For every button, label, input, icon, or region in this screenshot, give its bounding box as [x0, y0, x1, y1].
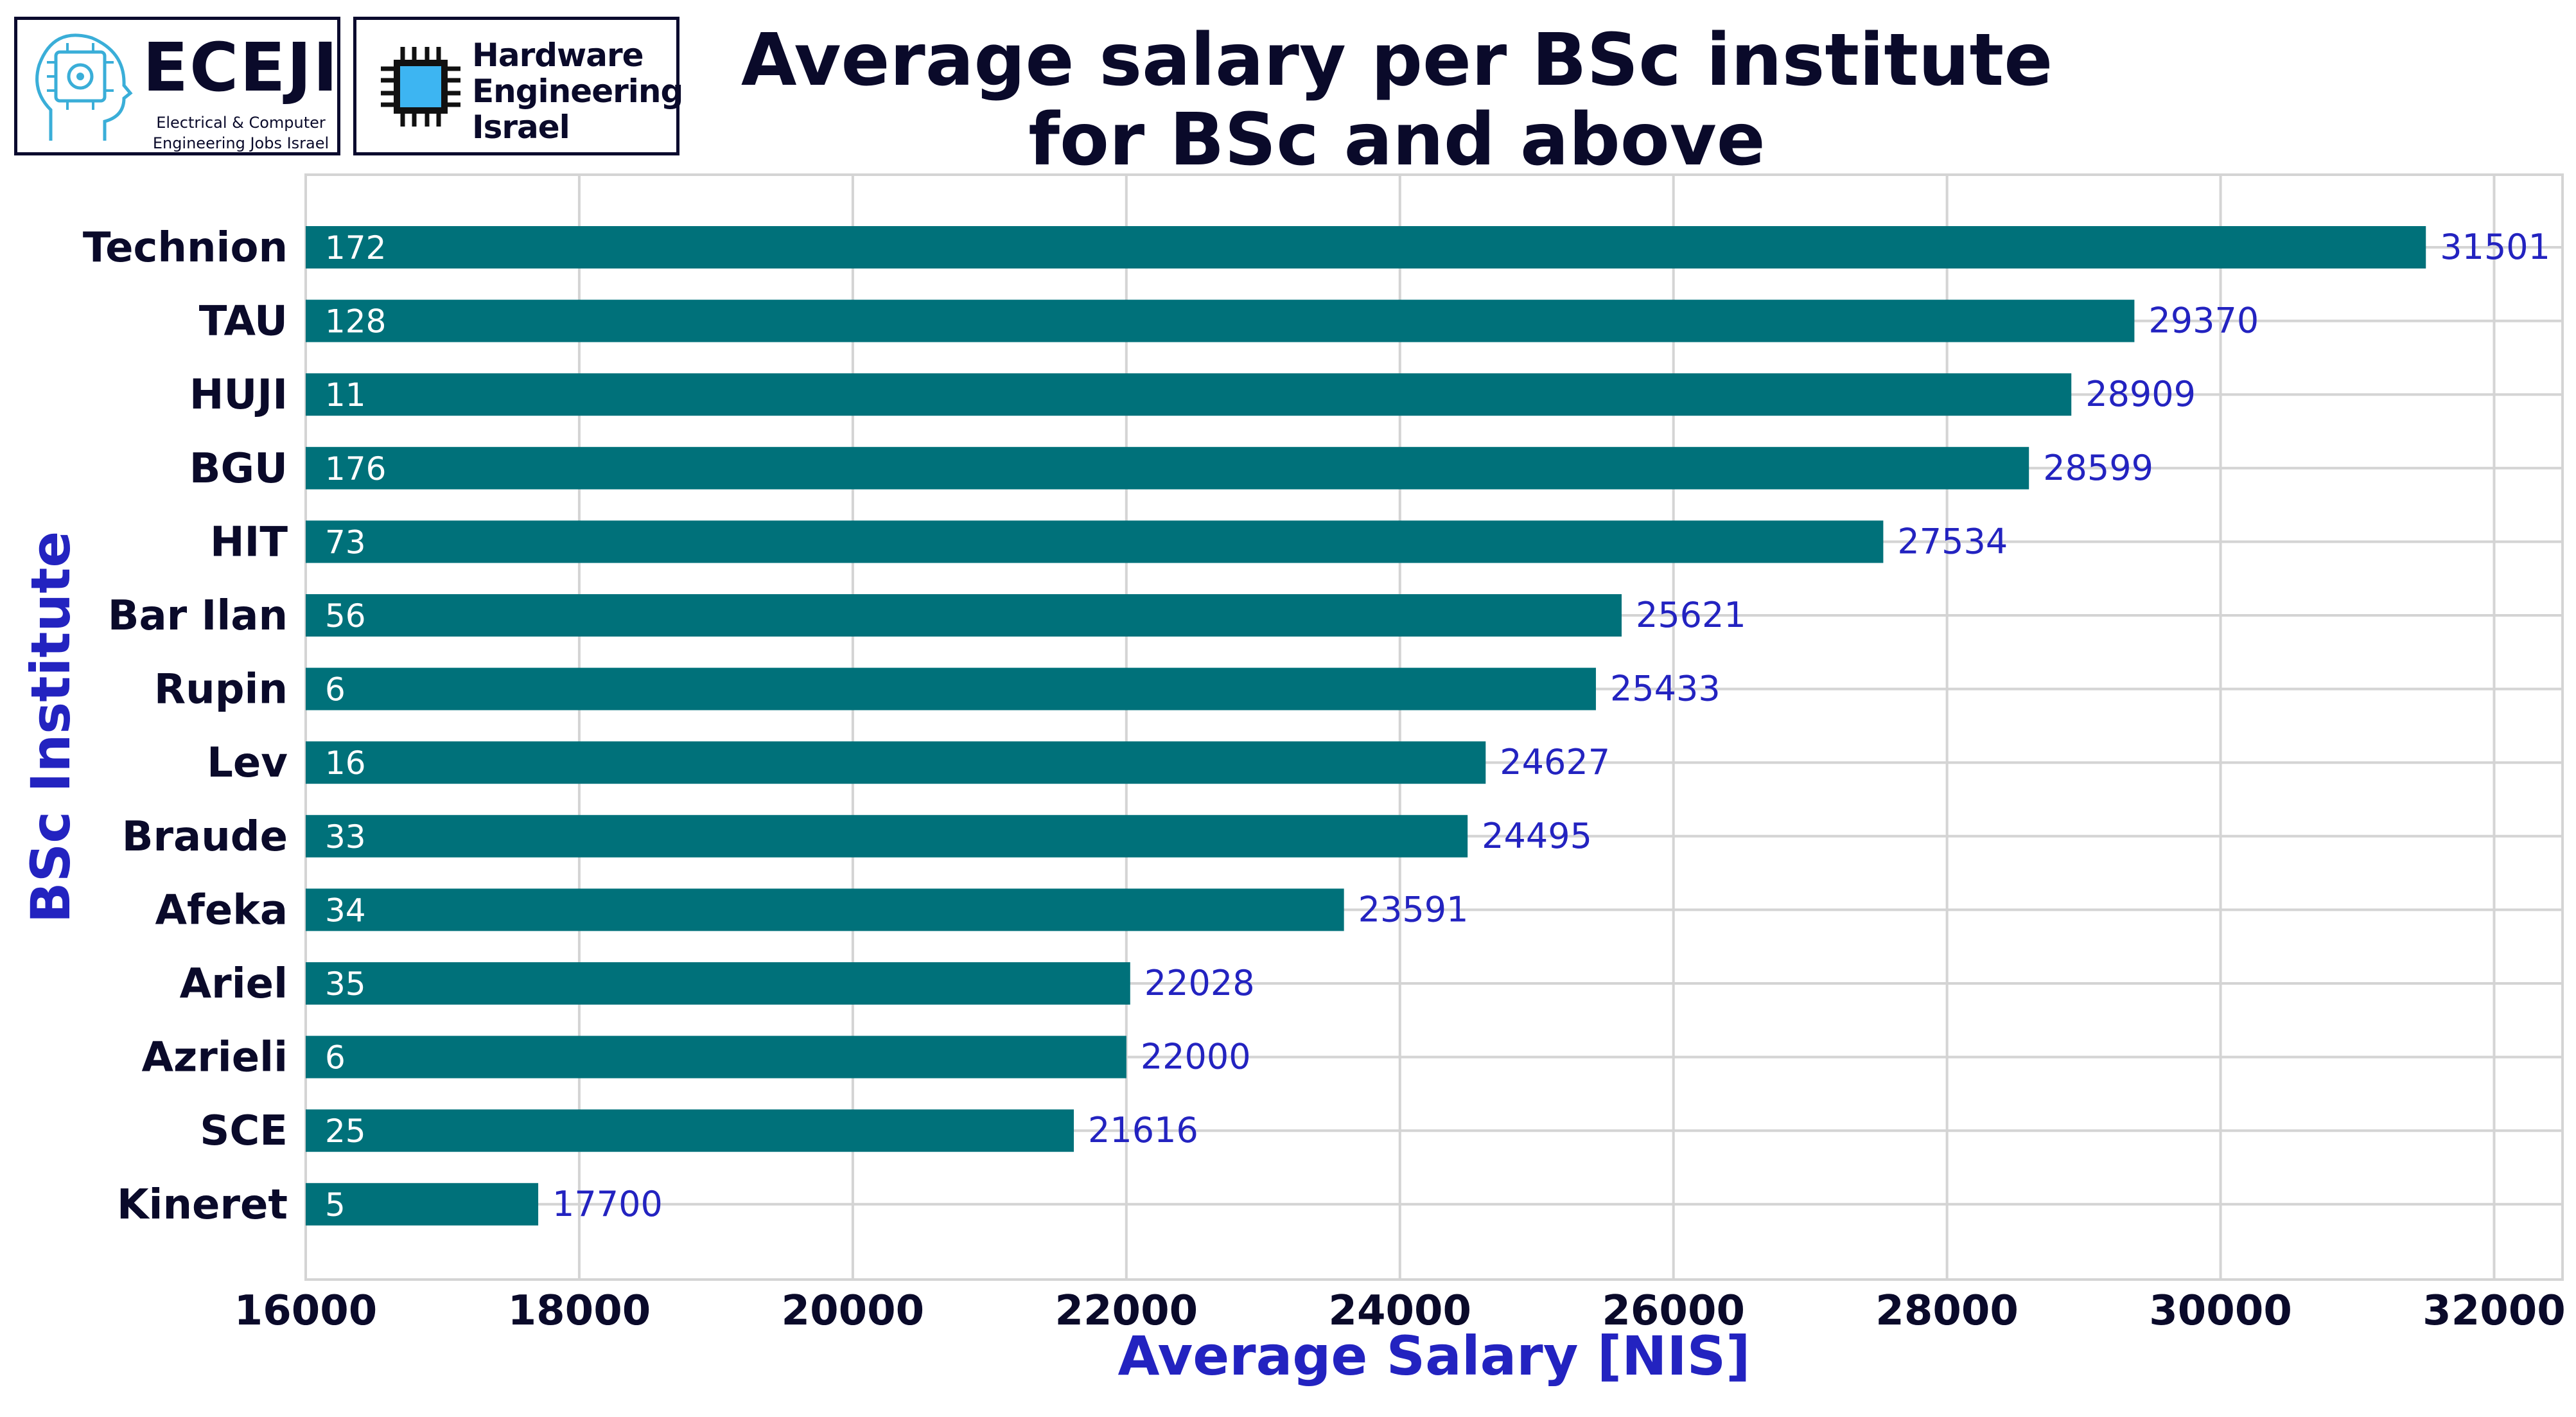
labels: 16000 18000 20000 22000 24000 26000 28000 30000… [83, 224, 2566, 1335]
hardware-engineering-logo: Hardware Engineering Israel [353, 17, 683, 155]
value-label: 24495 [1482, 816, 1592, 856]
eceji-logo-subtitle-1: Electrical & Computer [156, 114, 326, 132]
x-tick-label: 22000 [1055, 1287, 1198, 1335]
value-label: 25621 [1636, 595, 1746, 635]
x-tick-label: 30000 [2149, 1287, 2292, 1335]
x-tick-label: 28000 [1875, 1287, 2019, 1335]
count-label: 128 [325, 303, 386, 340]
value-label: 22028 [1144, 963, 1255, 1003]
head-circuit-icon [35, 33, 133, 141]
value-label: 17700 [552, 1184, 663, 1224]
value-label: 22000 [1141, 1037, 1251, 1077]
count-label: 172 [325, 229, 386, 267]
bar [306, 741, 1486, 784]
chart-title-line-2: for BSc and above [1028, 98, 1766, 182]
bar [306, 594, 1622, 637]
x-axis-label: Average Salary [NIS] [1117, 1325, 1750, 1387]
count-label: 73 [325, 524, 366, 561]
count-label: 6 [325, 671, 346, 708]
x-tick-label: 16000 [234, 1287, 378, 1335]
x-tick-label: 32000 [2423, 1287, 2566, 1335]
x-tick-label: 24000 [1328, 1287, 1471, 1335]
y-tick-label: HUJI [189, 371, 288, 419]
hardware-logo-line-2: Engineering [472, 73, 683, 110]
count-label: 35 [325, 965, 366, 1003]
bar [306, 1109, 1074, 1152]
bar [306, 962, 1130, 1005]
y-tick-label: Kineret [117, 1181, 288, 1229]
count-label: 56 [325, 597, 366, 635]
bar [306, 1035, 1126, 1078]
bar [306, 1183, 539, 1226]
bar [306, 373, 2072, 416]
value-label: 25433 [1610, 669, 1721, 709]
count-label: 176 [325, 450, 386, 488]
value-label: 27534 [1897, 521, 2008, 561]
y-tick-label: HIT [210, 518, 288, 566]
y-tick-label: Ariel [180, 960, 288, 1008]
y-tick-label: Azrieli [141, 1034, 288, 1082]
count-label: 11 [325, 376, 366, 414]
eceji-logo: ECEJI Electrical & Computer Engineering … [14, 17, 340, 155]
bar [306, 226, 2426, 268]
count-label: 33 [325, 818, 366, 856]
count-label: 6 [325, 1039, 346, 1077]
value-label: 28599 [2043, 448, 2153, 488]
x-tick-label: 20000 [782, 1287, 925, 1335]
bar [306, 446, 2029, 489]
bars [306, 226, 2426, 1226]
bar [306, 299, 2135, 342]
bar [306, 888, 1344, 931]
value-label: 31501 [2440, 227, 2550, 267]
bar [306, 520, 1884, 563]
value-label: 28909 [2085, 374, 2196, 414]
bar [306, 814, 1468, 858]
y-tick-label: Rupin [154, 666, 288, 714]
count-label: 25 [325, 1113, 366, 1150]
y-tick-label: Lev [207, 739, 288, 787]
y-tick-label: SCE [200, 1107, 288, 1155]
value-label: 24627 [1500, 742, 1610, 782]
x-tick-label: 18000 [508, 1287, 651, 1335]
value-label: 23591 [1358, 889, 1469, 929]
y-tick-label: TAU [199, 298, 288, 346]
eceji-logo-title: ECEJI [143, 28, 339, 107]
y-tick-label: Bar Ilan [108, 592, 288, 640]
y-axis-label: BSc Institute [19, 531, 82, 924]
hardware-logo-line-3: Israel [472, 109, 570, 146]
y-tick-label: Technion [83, 224, 288, 272]
y-tick-label: Afeka [155, 886, 288, 934]
plot-frame [304, 173, 2564, 1281]
y-tick-label: Braude [122, 813, 288, 861]
x-tick-label: 26000 [1602, 1287, 1745, 1335]
count-label: 5 [325, 1186, 346, 1224]
count-label: 34 [325, 892, 366, 929]
chip-icon [381, 47, 460, 127]
chart-title-line-1: Average salary per BSc institute [740, 19, 2053, 102]
hardware-logo-line-1: Hardware [472, 37, 644, 74]
bar [306, 667, 1596, 710]
count-label: 16 [325, 744, 366, 782]
eceji-logo-subtitle-2: Engineering Jobs Israel [152, 134, 329, 152]
y-tick-label: BGU [189, 445, 288, 493]
value-label: 21616 [1088, 1110, 1198, 1150]
value-label: 29370 [2148, 301, 2259, 341]
